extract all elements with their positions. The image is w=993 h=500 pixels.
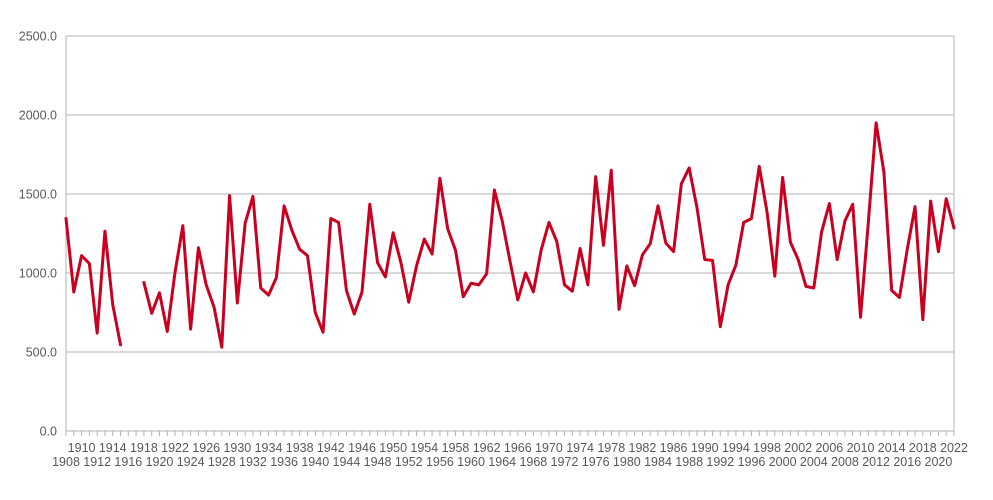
x-tick-label: 2016 (893, 455, 921, 469)
series-line-segment (64, 216, 123, 347)
x-tick-label: 2010 (847, 441, 875, 455)
x-tick-label: 1992 (706, 455, 734, 469)
x-tick-label: 2002 (784, 441, 812, 455)
x-tick-label: 1914 (99, 441, 127, 455)
x-tick-label: 1996 (738, 455, 766, 469)
x-tick-label: 1972 (551, 455, 579, 469)
x-tick-label: 1930 (223, 441, 251, 455)
x-tick-label: 1978 (597, 441, 625, 455)
x-tick-label: 1938 (286, 441, 314, 455)
x-tick-label: 2008 (831, 455, 859, 469)
x-tick-label: 1916 (114, 455, 142, 469)
x-tick-label: 1976 (582, 455, 610, 469)
x-tick-label: 1942 (317, 441, 345, 455)
x-tick-label: 1926 (192, 441, 220, 455)
y-tick-label: 2500.0 (19, 30, 57, 44)
x-tick-label: 1934 (255, 441, 283, 455)
x-axis-tick-labels: 1910 1914 1918 1922 1926 1930 1934 1938 1942 1946… (52, 441, 968, 469)
x-tick-label: 1990 (691, 441, 719, 455)
x-tick-label: 2014 (878, 441, 906, 455)
x-tick-label: 1928 (208, 455, 236, 469)
series-lines (64, 121, 956, 349)
x-tick-label: 1924 (177, 455, 205, 469)
x-tick-label: 2020 (925, 455, 953, 469)
y-axis-tick-labels: 0.0 500.0 1000.0 1500.0 2000.0 2500.0 (19, 30, 57, 439)
y-tick-label: 500.0 (26, 346, 57, 360)
x-tick-label: 1912 (83, 455, 111, 469)
x-tick-label: 1994 (722, 441, 750, 455)
y-tick-label: 1500.0 (19, 188, 57, 202)
x-tick-label: 1998 (753, 441, 781, 455)
x-tick-label: 1922 (161, 441, 189, 455)
x-tick-label: 1980 (613, 455, 641, 469)
x-tick-label: 2012 (862, 455, 890, 469)
x-tick-label: 1954 (410, 441, 438, 455)
x-tick-label: 1968 (519, 455, 547, 469)
x-tick-label: 1940 (301, 455, 329, 469)
x-tick-label: 1910 (68, 441, 96, 455)
x-tick-label: 1952 (395, 455, 423, 469)
x-tick-label: 1984 (644, 455, 672, 469)
x-tick-label: 1946 (348, 441, 376, 455)
x-tick-label: 1960 (457, 455, 485, 469)
x-tick-label: 1948 (364, 455, 392, 469)
x-axis-ticks (65, 431, 955, 436)
x-tick-label: 1966 (504, 441, 532, 455)
y-tick-label: 2000.0 (19, 109, 57, 123)
x-tick-label: 1932 (239, 455, 267, 469)
y-tick-label: 0.0 (40, 425, 57, 439)
x-tick-label: 2000 (769, 455, 797, 469)
y-tick-label: 1000.0 (19, 267, 57, 281)
x-tick-label: 1918 (130, 441, 158, 455)
x-tick-label: 1944 (333, 455, 361, 469)
x-tick-label: 1936 (270, 455, 298, 469)
x-tick-label: 1982 (629, 441, 657, 455)
x-tick-label: 1950 (379, 441, 407, 455)
x-tick-label: 1988 (675, 455, 703, 469)
x-tick-label: 1974 (566, 441, 594, 455)
x-tick-label: 1970 (535, 441, 563, 455)
x-tick-label: 2004 (800, 455, 828, 469)
x-tick-label: 2018 (909, 441, 937, 455)
x-tick-label: 1956 (426, 455, 454, 469)
x-tick-label: 1958 (442, 441, 470, 455)
x-tick-label: 1908 (52, 455, 80, 469)
series-line-segment (142, 121, 956, 349)
x-tick-label: 1986 (660, 441, 688, 455)
x-tick-label: 1920 (146, 455, 174, 469)
x-tick-label: 2022 (940, 441, 968, 455)
x-tick-label: 1964 (488, 455, 516, 469)
x-tick-label: 2006 (815, 441, 843, 455)
x-tick-label: 1962 (473, 441, 501, 455)
